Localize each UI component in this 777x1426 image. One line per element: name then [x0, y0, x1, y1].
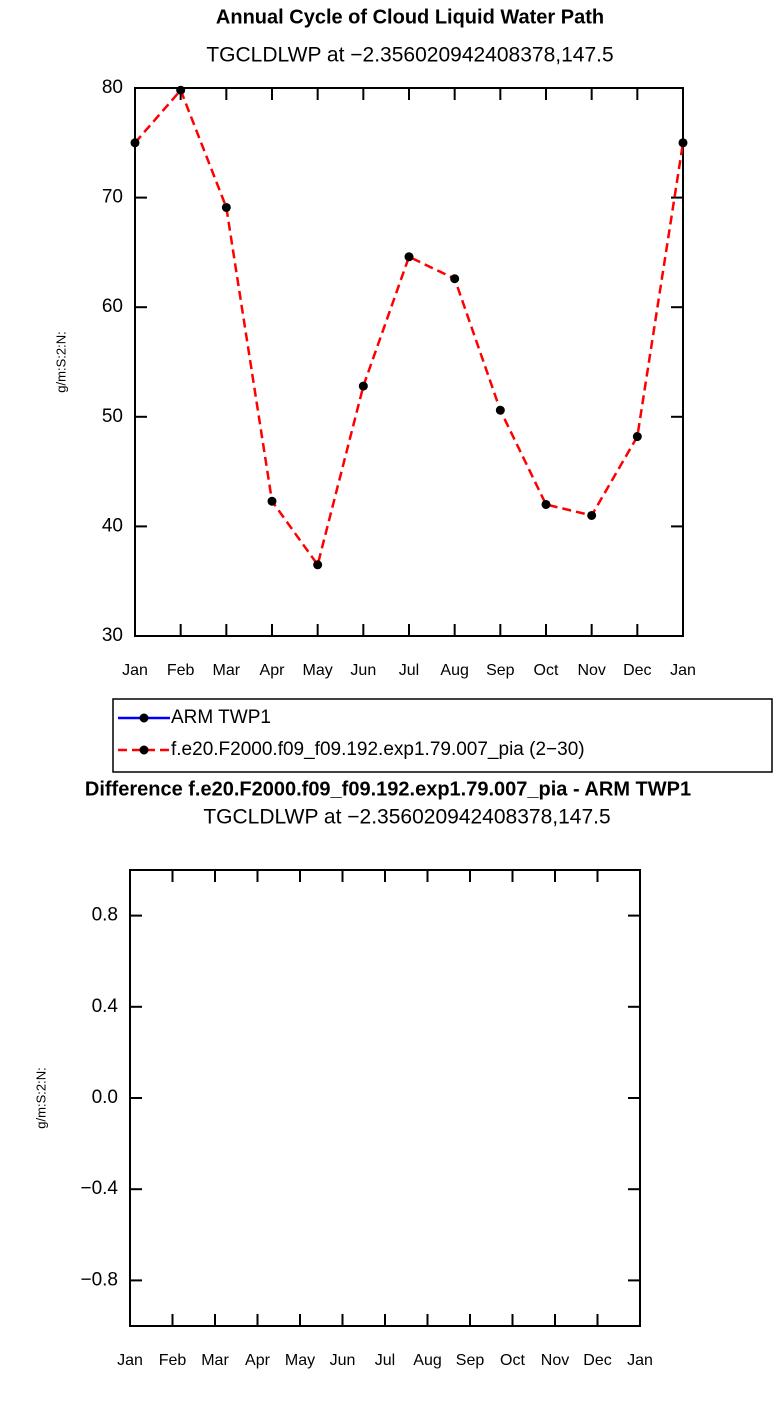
x-tick-label: Feb — [167, 662, 195, 679]
y-axis-label: g/m:S:2:N: — [53, 331, 68, 392]
data-point — [587, 510, 597, 520]
data-point — [176, 85, 186, 95]
x-tick-label: Jun — [350, 662, 376, 679]
x-tick-label: May — [285, 1352, 315, 1369]
x-tick-label: Oct — [500, 1352, 525, 1369]
x-tick-label: Jan — [122, 662, 148, 679]
x-tick-label: Nov — [541, 1352, 569, 1369]
x-tick-label: May — [303, 662, 333, 679]
y-tick-label: 0.8 — [92, 905, 118, 926]
y-tick-label: 50 — [102, 406, 123, 427]
data-point — [450, 274, 460, 284]
chart-subtitle: TGCLDLWP at −2.356020942408378,147.5 — [203, 806, 610, 829]
y-tick-label: 0.0 — [92, 1087, 118, 1108]
y-tick-label: −0.4 — [80, 1178, 118, 1199]
x-tick-label: Apr — [260, 662, 286, 679]
x-tick-label: Jan — [627, 1352, 653, 1369]
legend-box — [112, 698, 773, 773]
x-tick-label: Sep — [486, 662, 515, 679]
x-tick-label: Mar — [213, 662, 241, 679]
x-tick-label: Oct — [534, 662, 559, 679]
x-tick-label: Sep — [456, 1352, 485, 1369]
y-tick-label: 70 — [102, 187, 123, 208]
chart-title: Difference f.e20.F2000.f09_f09.192.exp1.… — [85, 778, 691, 800]
data-point — [404, 252, 414, 262]
y-tick-label: 80 — [102, 77, 123, 98]
legend-label: f.e20.F2000.f09_f09.192.exp1.79.007_pia … — [171, 739, 585, 760]
chart-subtitle: TGCLDLWP at −2.356020942408378,147.5 — [206, 44, 613, 67]
legend-marker — [139, 713, 149, 723]
plot-frame — [134, 87, 684, 637]
y-tick-label: 60 — [102, 296, 123, 317]
legend-marker — [139, 745, 149, 755]
y-tick-label: 40 — [102, 515, 123, 536]
x-tick-label: Jan — [670, 662, 696, 679]
x-tick-label: Dec — [583, 1352, 611, 1369]
x-tick-label: Jan — [117, 1352, 143, 1369]
x-tick-label: Apr — [245, 1352, 271, 1369]
x-tick-label: Jun — [330, 1352, 356, 1369]
data-point — [267, 496, 277, 506]
plot-frame — [129, 869, 641, 1327]
x-tick-label: Aug — [440, 662, 468, 679]
chart-title: Annual Cycle of Cloud Liquid Water Path — [216, 6, 604, 28]
x-tick-label: Jul — [399, 662, 419, 679]
y-tick-label: −0.8 — [80, 1269, 118, 1290]
x-tick-label: Jul — [375, 1352, 395, 1369]
y-axis-label: g/m:S:2:N: — [33, 1067, 48, 1128]
x-tick-label: Feb — [159, 1352, 187, 1369]
x-tick-label: Nov — [577, 662, 605, 679]
data-point — [313, 560, 323, 570]
data-point — [130, 138, 140, 148]
data-point — [221, 202, 231, 212]
x-tick-label: Mar — [201, 1352, 229, 1369]
x-tick-label: Aug — [413, 1352, 441, 1369]
data-point — [495, 405, 505, 415]
legend-label: ARM TWP1 — [171, 707, 271, 728]
series-line — [134, 87, 685, 568]
y-tick-label: 30 — [102, 625, 123, 646]
data-point — [541, 499, 551, 509]
data-point — [358, 381, 368, 391]
data-point — [678, 138, 688, 148]
x-tick-label: Dec — [623, 662, 651, 679]
y-tick-label: 0.4 — [92, 996, 119, 1017]
data-point — [632, 432, 642, 442]
